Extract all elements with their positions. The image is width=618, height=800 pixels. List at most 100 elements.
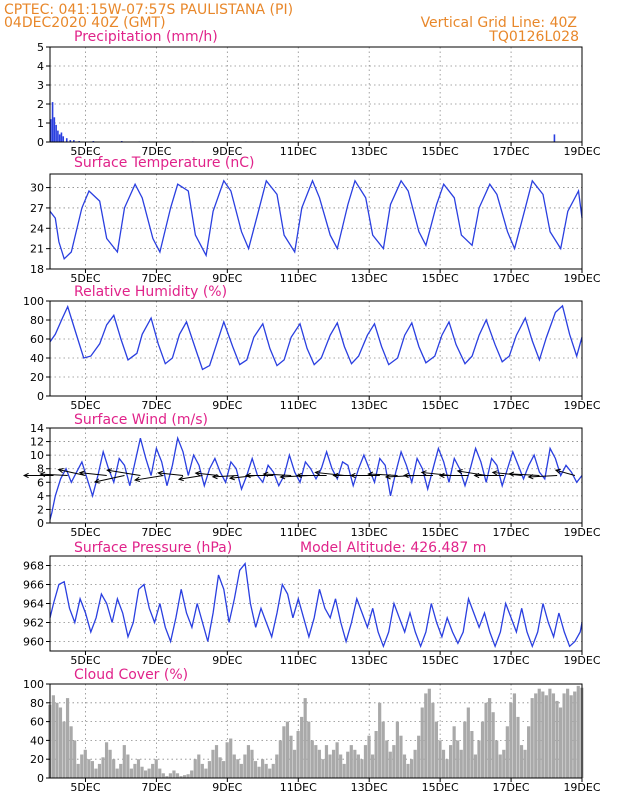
cloud-column [335,742,339,778]
temp-ytick-label: 21 [30,243,44,256]
cloud-column [207,761,212,778]
wind-arrow-shaft [421,471,451,476]
cloud-column [374,731,378,778]
cloud-column [257,766,261,778]
cloud-column [356,754,360,778]
precip-bar [73,140,75,142]
cloud-column [126,754,130,778]
precip-bar [50,119,52,142]
cloud-column [370,754,375,778]
cloud-column [282,726,286,778]
cloud-column [87,759,91,778]
pressure-xtick-label: 19DEC [563,654,600,667]
pressure-ytick-label: 966 [23,579,44,592]
wind-arrow-head [508,471,515,477]
cloud-column [101,757,105,778]
wind-xtick-label: 15DEC [422,526,459,539]
cloud-column [573,691,577,778]
wind-arrow [106,468,141,476]
pressure-ytick-label: 964 [23,598,44,611]
pressure-xtick-label: 15DEC [422,654,459,667]
cloud-cover-title: Cloud Cover (%) [74,667,188,683]
wind-arrow-shaft [315,471,345,476]
wind-arrow-head [262,471,269,477]
cloud-column [491,712,495,778]
cloud-column [261,759,265,778]
rh-ytick-label: 100 [23,295,44,308]
cloud-column [534,693,538,778]
wind-arrow [262,471,292,477]
cloud-ytick-label: 0 [37,772,44,785]
wind-arrow-head [39,471,46,477]
cloud-column [502,749,506,778]
precip-bar [65,138,68,142]
wind-title: Surface Wind (m/s) [74,412,208,428]
precip-bar [57,130,59,142]
cloud-column [307,721,311,778]
wind-arrow [296,472,327,479]
wind-arrow [177,475,203,482]
wind-ytick-label: 14 [30,422,44,435]
cloud-column [229,738,233,778]
wind-ytick-label: 4 [37,490,44,503]
wind-xtick-label: 7DEC [141,526,171,539]
precip-panel: 0 1 2 3 4 5 5DEC 7DEC 9DEC 11DEC 13DEC 15DEC 17DEC 19… [37,41,601,158]
rh-ytick-label: 20 [30,371,44,384]
cloud-column [321,759,325,778]
cloud-column [324,745,329,778]
rh-xtick-label: 17DEC [493,399,530,412]
cloud-column [495,740,499,778]
cloud-frame [49,683,583,779]
cloud-column [236,759,240,778]
cloud-column [204,768,208,778]
cloud-column [566,688,570,778]
cloud-column [183,775,187,778]
wind-arrow-head [527,474,534,480]
cloud-column [94,768,98,778]
wind-arrow-head [420,470,427,476]
rh-xtick-label: 15DEC [422,399,459,412]
precip-bar [55,124,57,142]
wind-arrow-head [22,472,29,479]
wind-arrow [78,470,107,476]
cloud-column [211,749,215,778]
cloud-column [239,763,243,778]
wind-arrow [508,471,540,477]
wind-ytick-label: 2 [37,503,44,516]
wind-arrow [473,472,504,479]
cloud-column [438,740,442,778]
cloud-column [90,761,94,778]
model-altitude-label: Model Altitude: 426.487 m [300,540,486,556]
cloud-column [427,688,431,778]
cloud-column [143,770,148,778]
cloud-column [190,770,194,778]
cloud-column [406,763,410,778]
wind-arrow [93,475,125,484]
cloud-column [541,691,545,778]
cloud-column [378,702,382,778]
precip-ytick-label: 2 [37,98,44,111]
humidity-title: Relative Humidity (%) [74,284,227,300]
cloud-column [409,759,414,778]
temp-ytick-label: 30 [30,182,44,195]
precipitation-title: Precipitation (mm/h) [74,29,218,45]
cloud-column [399,735,403,778]
run-date-header: 04DEC2020 40Z (GMT) [4,15,166,31]
wind-arrow-head [106,468,113,474]
cloud-column [253,761,258,778]
cloud-column [122,745,126,778]
rh-series-line [49,304,583,371]
model-id-header: TQ0126L028 [488,29,579,45]
wind-arrow [491,470,522,476]
rh-ytick-label: 40 [30,352,44,365]
cloud-column [218,757,222,778]
precip-bar [62,136,65,142]
pressure-title: Surface Pressure (hPa) [74,540,232,556]
cloud-xtick-label: 17DEC [493,781,530,794]
wind-ytick-label: 8 [37,463,44,476]
precip-bar [51,102,54,142]
cloud-column [271,763,275,778]
rh-frame [49,300,583,397]
